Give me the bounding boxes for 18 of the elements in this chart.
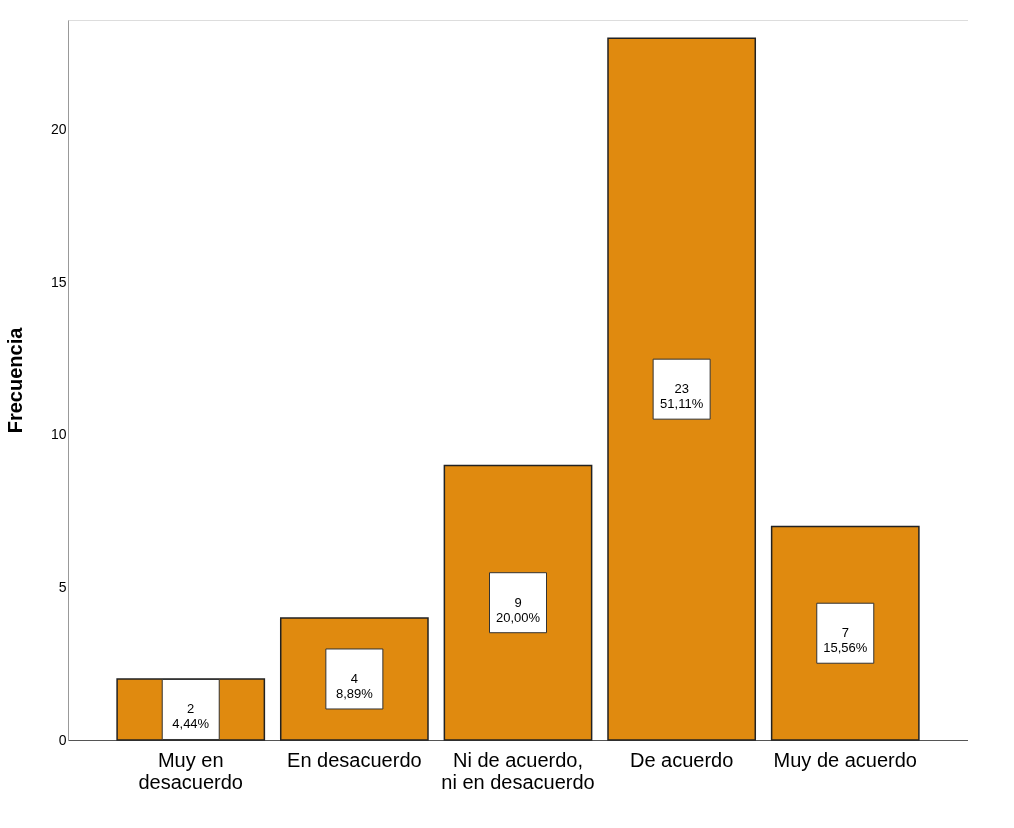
- y-tick-label: 0: [58, 731, 67, 748]
- x-tick-label: Muy de acuerdo: [773, 748, 917, 771]
- y-tick-label: 10: [50, 426, 67, 443]
- y-tick-label: 20: [50, 121, 67, 138]
- y-tick-label: 15: [50, 273, 67, 290]
- data-label: 7 15,56%: [823, 625, 868, 656]
- y-axis-title: Frecuencia: [3, 326, 26, 434]
- x-tick-label: De acuerdo: [629, 748, 734, 771]
- data-label: 23 51,11%: [660, 381, 704, 412]
- bar: [607, 37, 757, 741]
- y-tick-label: 5: [58, 578, 67, 595]
- data-label: 9 20,00%: [495, 594, 541, 625]
- data-label: 2 4,44%: [172, 701, 210, 732]
- x-tick-label: Ni de acuerdo, ni en desacuerdo: [441, 748, 595, 793]
- x-tick-label: En desacuerdo: [287, 748, 422, 771]
- x-tick-label: Muy en desacuerdo: [138, 748, 243, 793]
- data-label: 4 8,89%: [335, 670, 374, 701]
- bar: [443, 464, 593, 741]
